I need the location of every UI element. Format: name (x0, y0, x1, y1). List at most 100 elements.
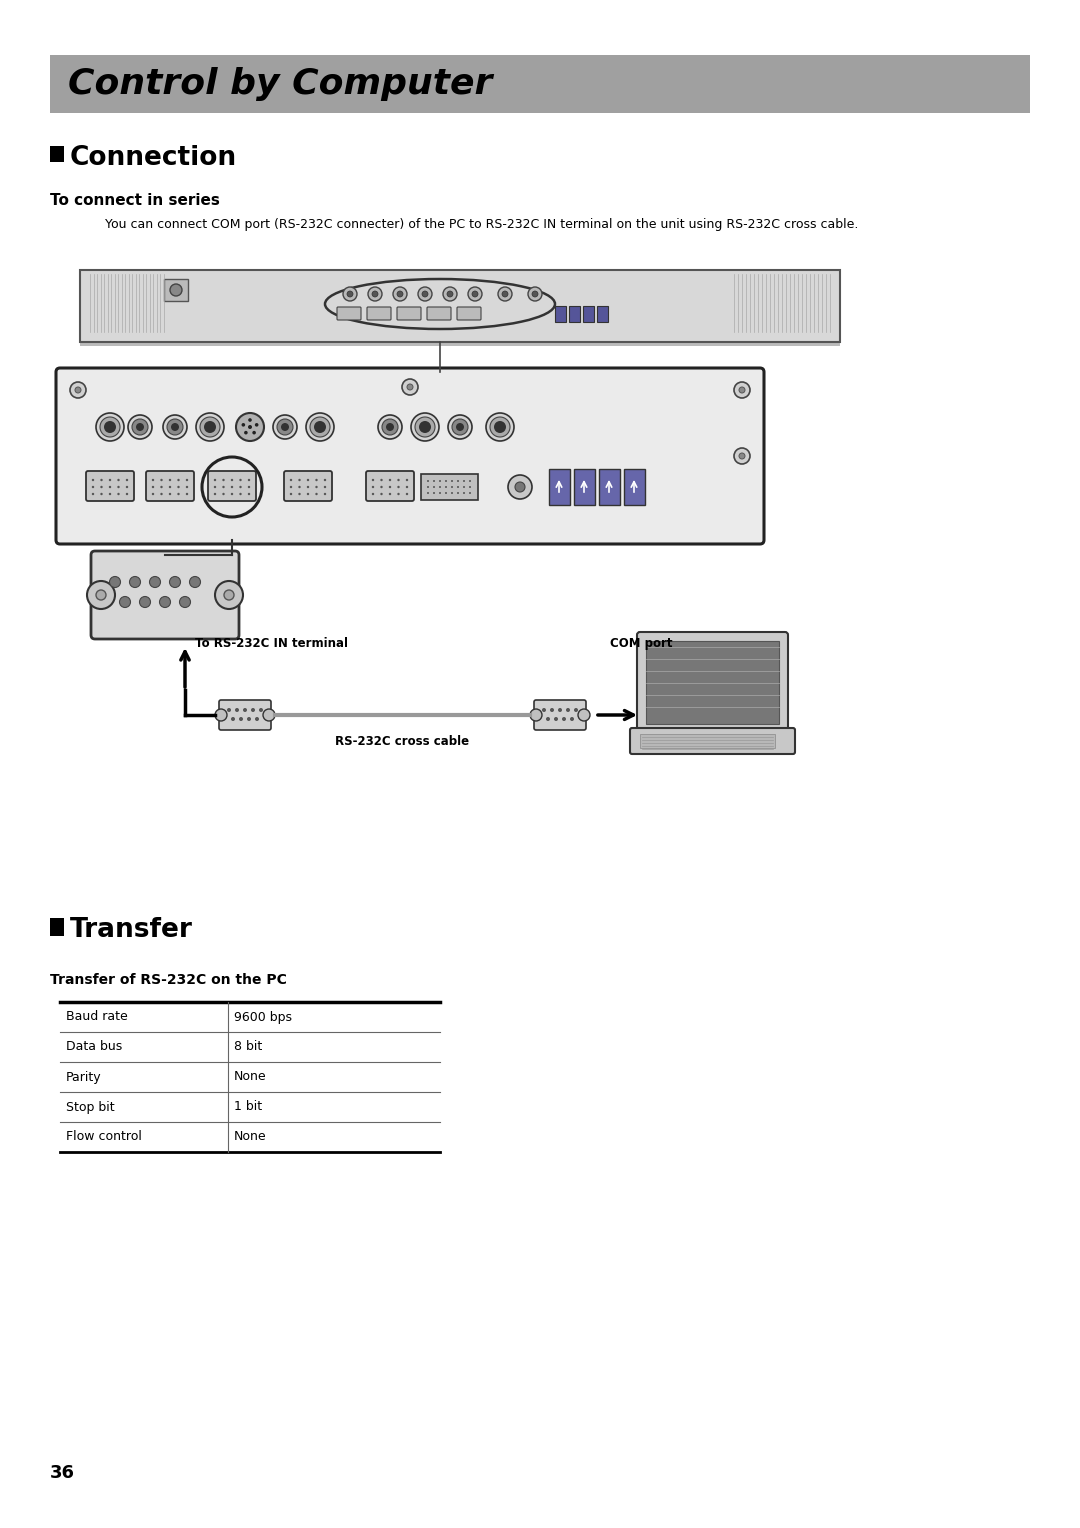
FancyBboxPatch shape (80, 335, 840, 345)
Circle shape (168, 478, 172, 481)
Circle shape (227, 707, 231, 712)
FancyBboxPatch shape (640, 733, 775, 749)
Circle shape (298, 486, 300, 489)
FancyBboxPatch shape (549, 469, 570, 504)
Circle shape (149, 576, 161, 587)
FancyBboxPatch shape (146, 471, 194, 501)
Text: Connection: Connection (70, 145, 238, 171)
Circle shape (125, 494, 129, 495)
Circle shape (380, 494, 382, 495)
Text: 36: 36 (50, 1464, 75, 1482)
Circle shape (463, 486, 465, 487)
Circle shape (240, 494, 242, 495)
Circle shape (92, 494, 94, 495)
Circle shape (235, 707, 239, 712)
Circle shape (109, 478, 111, 481)
Circle shape (75, 387, 81, 393)
Text: 1 bit: 1 bit (234, 1100, 262, 1114)
Circle shape (298, 494, 300, 495)
Circle shape (448, 416, 472, 439)
FancyBboxPatch shape (637, 633, 788, 733)
Circle shape (70, 382, 86, 397)
Circle shape (214, 494, 216, 495)
Circle shape (451, 486, 453, 487)
Circle shape (438, 486, 441, 487)
Text: None: None (234, 1071, 267, 1083)
FancyBboxPatch shape (397, 307, 421, 319)
Circle shape (129, 416, 152, 439)
Circle shape (139, 596, 150, 608)
Text: Stop bit: Stop bit (66, 1100, 114, 1114)
Circle shape (445, 492, 447, 494)
Circle shape (415, 417, 435, 437)
Circle shape (372, 290, 378, 296)
Circle shape (281, 423, 289, 431)
Circle shape (255, 717, 259, 721)
Circle shape (486, 413, 514, 442)
FancyBboxPatch shape (208, 471, 256, 501)
Circle shape (186, 486, 188, 489)
Circle shape (100, 486, 103, 489)
Text: Baud rate: Baud rate (66, 1010, 127, 1024)
Circle shape (573, 707, 578, 712)
Circle shape (109, 576, 121, 587)
Circle shape (248, 419, 252, 422)
Circle shape (231, 717, 235, 721)
Circle shape (734, 448, 750, 465)
Circle shape (306, 413, 334, 442)
Text: Data bus: Data bus (66, 1041, 122, 1053)
Circle shape (443, 287, 457, 301)
FancyBboxPatch shape (555, 306, 566, 322)
FancyBboxPatch shape (583, 306, 594, 322)
Circle shape (231, 478, 233, 481)
Text: To RS-232C IN terminal: To RS-232C IN terminal (195, 637, 348, 649)
Circle shape (189, 576, 201, 587)
Circle shape (502, 290, 508, 296)
Circle shape (389, 486, 391, 489)
Circle shape (418, 287, 432, 301)
FancyBboxPatch shape (86, 471, 134, 501)
Circle shape (457, 492, 459, 494)
Circle shape (315, 494, 318, 495)
Circle shape (171, 423, 179, 431)
FancyBboxPatch shape (91, 552, 239, 639)
Circle shape (468, 287, 482, 301)
Circle shape (427, 486, 429, 487)
FancyBboxPatch shape (457, 307, 481, 319)
Text: To connect in series: To connect in series (50, 193, 220, 208)
Circle shape (130, 576, 140, 587)
Circle shape (397, 290, 403, 296)
Circle shape (170, 284, 183, 296)
Circle shape (96, 590, 106, 601)
Circle shape (179, 596, 190, 608)
Circle shape (386, 423, 394, 431)
Circle shape (195, 413, 224, 442)
Circle shape (315, 478, 318, 481)
Circle shape (368, 287, 382, 301)
Circle shape (490, 417, 510, 437)
Circle shape (314, 422, 326, 432)
Circle shape (550, 707, 554, 712)
Circle shape (96, 413, 124, 442)
Circle shape (247, 494, 251, 495)
Circle shape (515, 481, 525, 492)
FancyBboxPatch shape (366, 471, 414, 501)
FancyBboxPatch shape (597, 306, 608, 322)
Circle shape (224, 590, 234, 601)
Circle shape (451, 492, 453, 494)
Circle shape (427, 492, 429, 494)
Circle shape (469, 492, 471, 494)
Circle shape (167, 419, 183, 435)
Circle shape (447, 290, 453, 296)
Circle shape (310, 417, 330, 437)
Circle shape (406, 486, 408, 489)
Circle shape (393, 287, 407, 301)
Circle shape (422, 290, 428, 296)
Circle shape (307, 486, 309, 489)
Circle shape (532, 290, 538, 296)
Circle shape (528, 287, 542, 301)
FancyBboxPatch shape (80, 270, 840, 342)
FancyBboxPatch shape (630, 727, 795, 753)
Circle shape (566, 707, 570, 712)
FancyBboxPatch shape (56, 368, 764, 544)
